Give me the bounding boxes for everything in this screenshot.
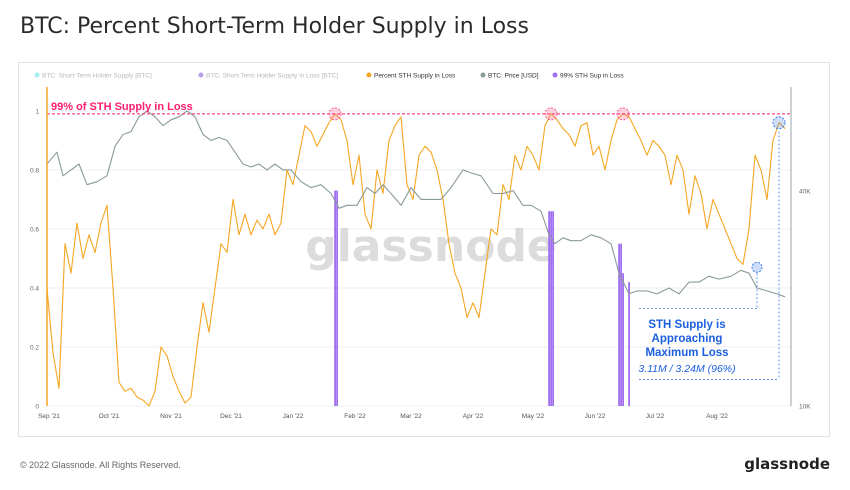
series-line-btc-price: [46, 110, 786, 298]
spike-bar: [548, 211, 550, 406]
legend-swatch: [366, 72, 372, 78]
annotation-layer: STH Supply is Approaching Maximum Loss 3.11…: [638, 131, 780, 380]
x-tick-label: Apr '22: [463, 413, 484, 420]
highlight-circle: [328, 107, 342, 121]
chart-title: BTC: Percent Short-Term Holder Supply in…: [20, 14, 529, 39]
annotation-line: Approaching: [652, 333, 723, 345]
y-tick-label: 0: [35, 404, 39, 411]
grid: [47, 110, 791, 407]
legend-label: BTC: Price [USD]: [488, 73, 539, 80]
x-tick-label: Oct '21: [99, 413, 120, 420]
x-tick-label: Aug '22: [706, 413, 728, 420]
legend-label: Percent STH Supply in Loss: [374, 73, 456, 80]
x-tick-label: Jan '22: [283, 413, 304, 420]
y-tick-label: 0.8: [30, 167, 39, 174]
x-tick-label: Feb '22: [344, 413, 366, 420]
spike-bar: [550, 211, 552, 406]
legend: BTC: Short-Term Holder Supply [BTC] BTC: …: [34, 72, 624, 80]
axes: 0 0.2 0.4 0.6 0.8 1 10K 40K Sep '21 Oct '21 Nov '2…: [30, 87, 811, 420]
spike-bar: [620, 243, 622, 406]
threshold-layer: 99% of STH Supply in Loss: [47, 101, 791, 273]
copyright: © 2022 Glassnode. All Rights Reserved.: [20, 460, 181, 470]
spike-bar: [622, 273, 624, 406]
annotation-line: Maximum Loss: [645, 347, 728, 359]
threshold-label: 99% of STH Supply in Loss: [51, 101, 193, 113]
annotation-sub: 3.11M / 3.24M (96%): [638, 363, 735, 375]
spike-bar: [618, 243, 620, 406]
highlight-circle: [544, 107, 558, 121]
y-tick-label: 0.4: [30, 285, 39, 292]
x-tick-label: Dec '21: [220, 413, 242, 420]
x-tick-label: Jul '22: [646, 413, 665, 420]
x-tick-label: Jun '22: [585, 413, 606, 420]
y-tick-label: 0.6: [30, 226, 39, 233]
x-tick-label: May '22: [522, 413, 545, 420]
legend-swatch: [198, 72, 204, 78]
x-tick-label: Sep '21: [38, 413, 60, 420]
annotation-line: STH Supply is: [648, 319, 725, 331]
x-tick-label: Nov '21: [160, 413, 182, 420]
legend-swatch: [552, 72, 558, 78]
y-tick-label: 1: [35, 108, 39, 115]
x-tick-label: Mar '22: [400, 413, 422, 420]
y-right-tick-label: 40K: [799, 189, 811, 196]
y-right-tick-label: 10K: [799, 404, 811, 411]
legend-swatch: [34, 72, 40, 78]
glassnode-logo: glassnode: [744, 455, 830, 473]
spikes-layer: [334, 190, 630, 406]
series-layer: [46, 110, 786, 407]
chart-svg: BTC: Short-Term Holder Supply [BTC] BTC: …: [30, 72, 811, 420]
spike-bar: [336, 190, 338, 406]
spike-bar: [628, 282, 630, 406]
legend-label: BTC: Short-Term Holder Supply in Loss [B…: [206, 73, 338, 80]
chart-frame: BTC: Short-Term Holder Supply [BTC] BTC: …: [18, 62, 830, 437]
legend-label: 99% STH Sup in Loss: [560, 73, 624, 80]
spike-bar: [334, 190, 336, 406]
highlight-circle: [751, 261, 763, 273]
highlight-circle: [772, 116, 786, 130]
spike-bar: [552, 211, 554, 406]
legend-swatch: [480, 72, 486, 78]
watermark: glassnode: [305, 221, 557, 272]
highlight-circle: [616, 107, 630, 121]
y-tick-label: 0.2: [30, 344, 39, 351]
series-line-sth-loss: [46, 113, 786, 407]
legend-label: BTC: Short-Term Holder Supply [BTC]: [42, 73, 152, 80]
